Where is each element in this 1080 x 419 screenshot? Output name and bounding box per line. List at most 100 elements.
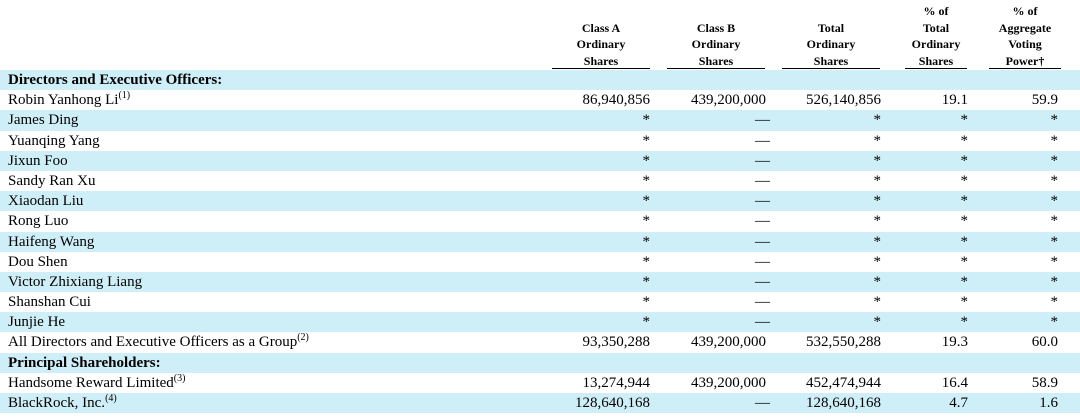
class-b-cell: — [755, 213, 770, 230]
class-a-cell: * [642, 213, 651, 230]
holder-name: Junjie He [8, 312, 65, 332]
pct-voting-cell: * [1050, 273, 1059, 290]
holder-name-text: Haifeng Wang [8, 233, 95, 250]
class-a-cell: 13,274,944 [582, 374, 651, 391]
pct-voting-cell: 60.0 [1031, 334, 1058, 351]
header-pct-voting: % of Aggregate Voting Power† [986, 0, 1064, 69]
class-a-cell: * [642, 152, 651, 169]
pct-total-cell: * [960, 172, 969, 189]
pct-total-cell: * [960, 112, 969, 129]
header-line: % of [923, 4, 949, 18]
class-b-cell: — [755, 294, 770, 311]
pct-voting-cell: * [1050, 152, 1059, 169]
holder-name-text: Junjie He [8, 314, 66, 331]
header-line: Ordinary [806, 37, 856, 51]
total-shares-cell: 526,140,856 [806, 92, 881, 109]
pct-total-cell: * [960, 193, 969, 210]
total-shares-cell: * [873, 172, 882, 189]
holder-name-text: Sandy Ran Xu [8, 172, 96, 189]
class-a-cell: * [642, 132, 651, 149]
holder-name-text: Robin Yanhong Li [8, 92, 119, 109]
table-row: Dou Shen * — * * * [0, 252, 1080, 272]
pct-total-cell: * [960, 132, 969, 149]
total-shares-cell: 128,640,168 [806, 395, 881, 411]
class-b-cell: — [755, 112, 770, 129]
header-line: Class A [581, 20, 621, 35]
section-title: Directors and Executive Officers: [8, 70, 222, 90]
table-row: James Ding * — * * * [0, 110, 1080, 131]
holder-name-text: Victor Zhixiang Liang [8, 273, 143, 290]
class-b-cell: 439,200,000 [691, 374, 766, 391]
pct-total-cell: * [960, 294, 969, 311]
holder-name: Sandy Ran Xu [8, 171, 96, 191]
table-row: Junjie He * — * * * [0, 312, 1080, 333]
pct-voting-cell: * [1050, 233, 1059, 250]
total-shares-cell: * [873, 112, 882, 129]
pct-voting-cell: * [1050, 172, 1059, 189]
holder-name-text: Directors and Executive Officers: [8, 72, 223, 88]
table-row: Rong Luo * — * * * [0, 211, 1080, 231]
holder-name: Yuanqing Yang [8, 131, 100, 151]
header-line: Shares [918, 53, 954, 68]
header-line: % of [1012, 4, 1038, 18]
holder-name-text: Shanshan Cui [8, 294, 91, 311]
holder-name: Handsome Reward Limited(3) [8, 373, 185, 393]
header-line: Class B [696, 20, 736, 35]
header-line: Shares [583, 53, 619, 68]
pct-total-cell: * [960, 273, 969, 290]
pct-total-cell: * [960, 233, 969, 250]
class-a-cell: * [642, 233, 651, 250]
pct-voting-cell: * [1050, 294, 1059, 311]
holder-name-text: Handsome Reward Limited [8, 374, 174, 391]
total-shares-cell: * [873, 132, 882, 149]
section-title: Principal Shareholders: [8, 353, 161, 373]
header-line: Shares [698, 53, 734, 68]
header-class-a: Class A Ordinary Shares [549, 0, 653, 69]
pct-voting-cell: * [1050, 213, 1059, 230]
pct-total-cell: * [960, 213, 969, 230]
class-b-cell: 439,200,000 [691, 92, 766, 109]
pct-total-cell: * [960, 314, 969, 331]
table-row: Jixun Foo * — * * * [0, 150, 1080, 171]
class-b-cell: — [755, 395, 770, 411]
footnote-marker: (3) [173, 372, 186, 384]
class-b-cell: — [755, 273, 770, 290]
holder-name-text: James Ding [8, 112, 79, 129]
class-a-cell: * [642, 112, 651, 129]
holder-name: Dou Shen [8, 252, 68, 272]
holder-name: All Directors and Executive Officers as … [8, 332, 309, 352]
pct-voting-cell: * [1050, 253, 1059, 270]
table-row: Shanshan Cui * — * * * [0, 292, 1080, 312]
header-line: Total [817, 20, 845, 35]
class-b-cell: — [755, 172, 770, 189]
table-row: All Directors and Executive Officers as … [0, 332, 1080, 352]
holder-name: Rong Luo [8, 211, 68, 231]
section-header-row: Directors and Executive Officers: [0, 70, 1080, 91]
header-line: Voting [1008, 37, 1042, 51]
pct-total-cell: * [960, 152, 969, 169]
total-shares-cell: * [873, 213, 882, 230]
header-line: Total [922, 20, 950, 35]
total-shares-cell: * [873, 294, 882, 311]
section-header-row: Principal Shareholders: [0, 352, 1080, 373]
table-row: Xiaodan Liu * — * * * [0, 191, 1080, 212]
holder-name: James Ding [8, 110, 78, 130]
header-total-shares: Total Ordinary Shares [779, 0, 883, 69]
header-class-b: Class B Ordinary Shares [664, 0, 768, 69]
header-line: Ordinary [576, 37, 626, 51]
pct-voting-cell: * [1050, 112, 1059, 129]
class-a-cell: * [642, 273, 651, 290]
class-a-cell: * [642, 314, 651, 331]
header-line: Ordinary [911, 37, 961, 51]
pct-total-cell: * [960, 253, 969, 270]
total-shares-cell: * [873, 253, 882, 270]
header-line: Power† [1005, 53, 1045, 68]
class-a-cell: * [642, 253, 651, 270]
table-row: Robin Yanhong Li(1) 86,940,856 439,200,000… [0, 90, 1080, 110]
holder-name-text: Xiaodan Liu [8, 193, 84, 210]
class-a-cell: * [642, 172, 651, 189]
pct-voting-cell: * [1050, 132, 1059, 149]
class-b-cell: — [755, 152, 770, 169]
header-line: Aggregate [998, 20, 1052, 35]
pct-voting-cell: * [1050, 314, 1059, 331]
